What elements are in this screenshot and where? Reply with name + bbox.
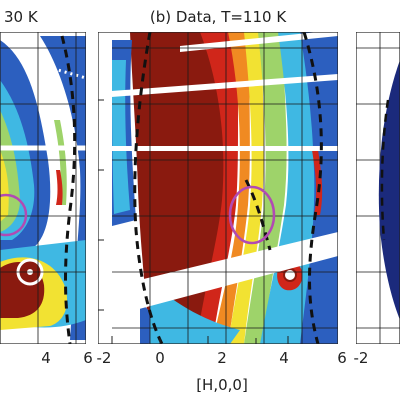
right-panel xyxy=(356,32,400,344)
x-axis-label: [H,0,0] xyxy=(196,376,248,394)
center-left-mask xyxy=(98,32,112,344)
center-tick-label-2: 2 xyxy=(217,349,227,367)
left-dashed-curve xyxy=(60,35,77,344)
center-red-band xyxy=(196,32,240,344)
center-purple-circle xyxy=(228,185,276,245)
right-tick-label-neg2: -2 xyxy=(354,349,369,367)
center-bottom-mask-wedge xyxy=(98,232,338,320)
center-hex-grid xyxy=(112,32,338,344)
center-dashed-curve-inner xyxy=(244,179,272,251)
center-dashed-curve-right xyxy=(302,32,323,344)
center-tick-label-neg2: -2 xyxy=(97,349,112,367)
center-dashed-curve-left xyxy=(133,32,164,344)
center-panel-title: (b) Data, T=110 K xyxy=(150,8,287,26)
left-purple-circle xyxy=(0,193,28,237)
left-red-streak xyxy=(56,170,63,205)
center-tick-label-4: 4 xyxy=(279,349,289,367)
center-bragg-ring xyxy=(283,268,297,282)
center-axis-ticks xyxy=(98,99,289,344)
left-panel xyxy=(0,32,86,344)
center-tick-label-0: 0 xyxy=(155,349,165,367)
left-panel-title: 30 K xyxy=(4,8,39,26)
center-upper-mask-stripe xyxy=(180,32,338,52)
center-middle-mask-stripe xyxy=(98,146,338,151)
center-orange-band xyxy=(212,32,250,344)
center-tick-label-6: 6 xyxy=(337,349,347,367)
left-tick-label-6: 6 xyxy=(83,349,93,367)
left-green-streak xyxy=(54,120,67,205)
center-left-cyan-region xyxy=(112,60,130,214)
left-tick-label-4: 4 xyxy=(41,349,51,367)
center-right-red-streak xyxy=(312,150,323,215)
left-yellow-region xyxy=(0,150,9,222)
center-panel xyxy=(98,32,338,344)
right-navy-region xyxy=(378,60,400,320)
left-dotted-stripe xyxy=(29,60,86,80)
left-hex-grid xyxy=(0,32,86,344)
center-yellow-band xyxy=(228,32,264,344)
center-green-band xyxy=(244,32,287,344)
center-top-mask-stripe xyxy=(98,74,338,98)
